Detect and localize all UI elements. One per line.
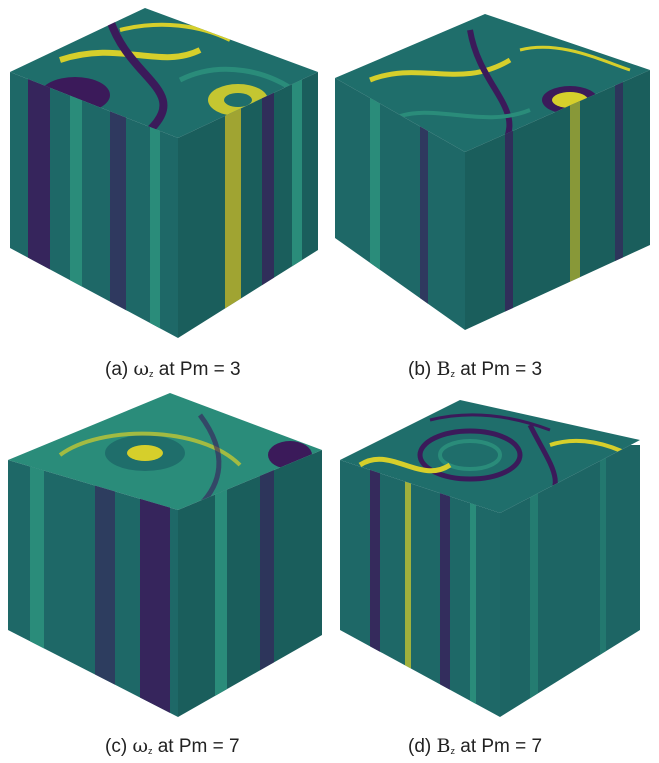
- caption-suffix: at Pm = 3: [153, 359, 241, 380]
- caption-subscript: z: [450, 746, 455, 756]
- caption-subscript: z: [149, 369, 154, 379]
- caption-a: (a) ωz at Pm = 3: [105, 358, 241, 381]
- cube-right-face: [465, 70, 650, 330]
- cube-render-b: [335, 14, 650, 330]
- caption-symbol: ω: [133, 358, 150, 380]
- caption-b: (b) Bz at Pm = 3: [408, 358, 542, 381]
- panel-a: (a) ωz at Pm = 3: [0, 0, 330, 390]
- caption-c: (c) ωz at Pm = 7: [105, 735, 240, 758]
- caption-subscript: z: [147, 746, 153, 756]
- panel-b: (b) Bz at Pm = 3: [330, 0, 659, 390]
- caption-suffix: at Pm = 7: [454, 736, 543, 757]
- caption-prefix: (c): [105, 736, 133, 757]
- cube-render-c: [8, 393, 322, 717]
- caption-suffix: at Pm = 3: [454, 359, 543, 380]
- caption-symbol: B: [436, 358, 451, 380]
- caption-prefix: (b): [408, 359, 437, 380]
- caption-prefix: (d): [408, 736, 437, 757]
- cube-render-d: [340, 400, 640, 717]
- panel-d: (d) Bz at Pm = 7: [330, 385, 659, 763]
- caption-symbol: ω: [132, 735, 148, 757]
- panel-c: (c) ωz at Pm = 7: [0, 385, 330, 763]
- caption-suffix: at Pm = 7: [152, 736, 240, 757]
- caption-d: (d) Bz at Pm = 7: [408, 735, 542, 758]
- caption-subscript: z: [450, 369, 455, 379]
- caption-prefix: (a): [105, 359, 134, 380]
- cube-render-a: [10, 8, 318, 338]
- caption-symbol: B: [436, 735, 451, 757]
